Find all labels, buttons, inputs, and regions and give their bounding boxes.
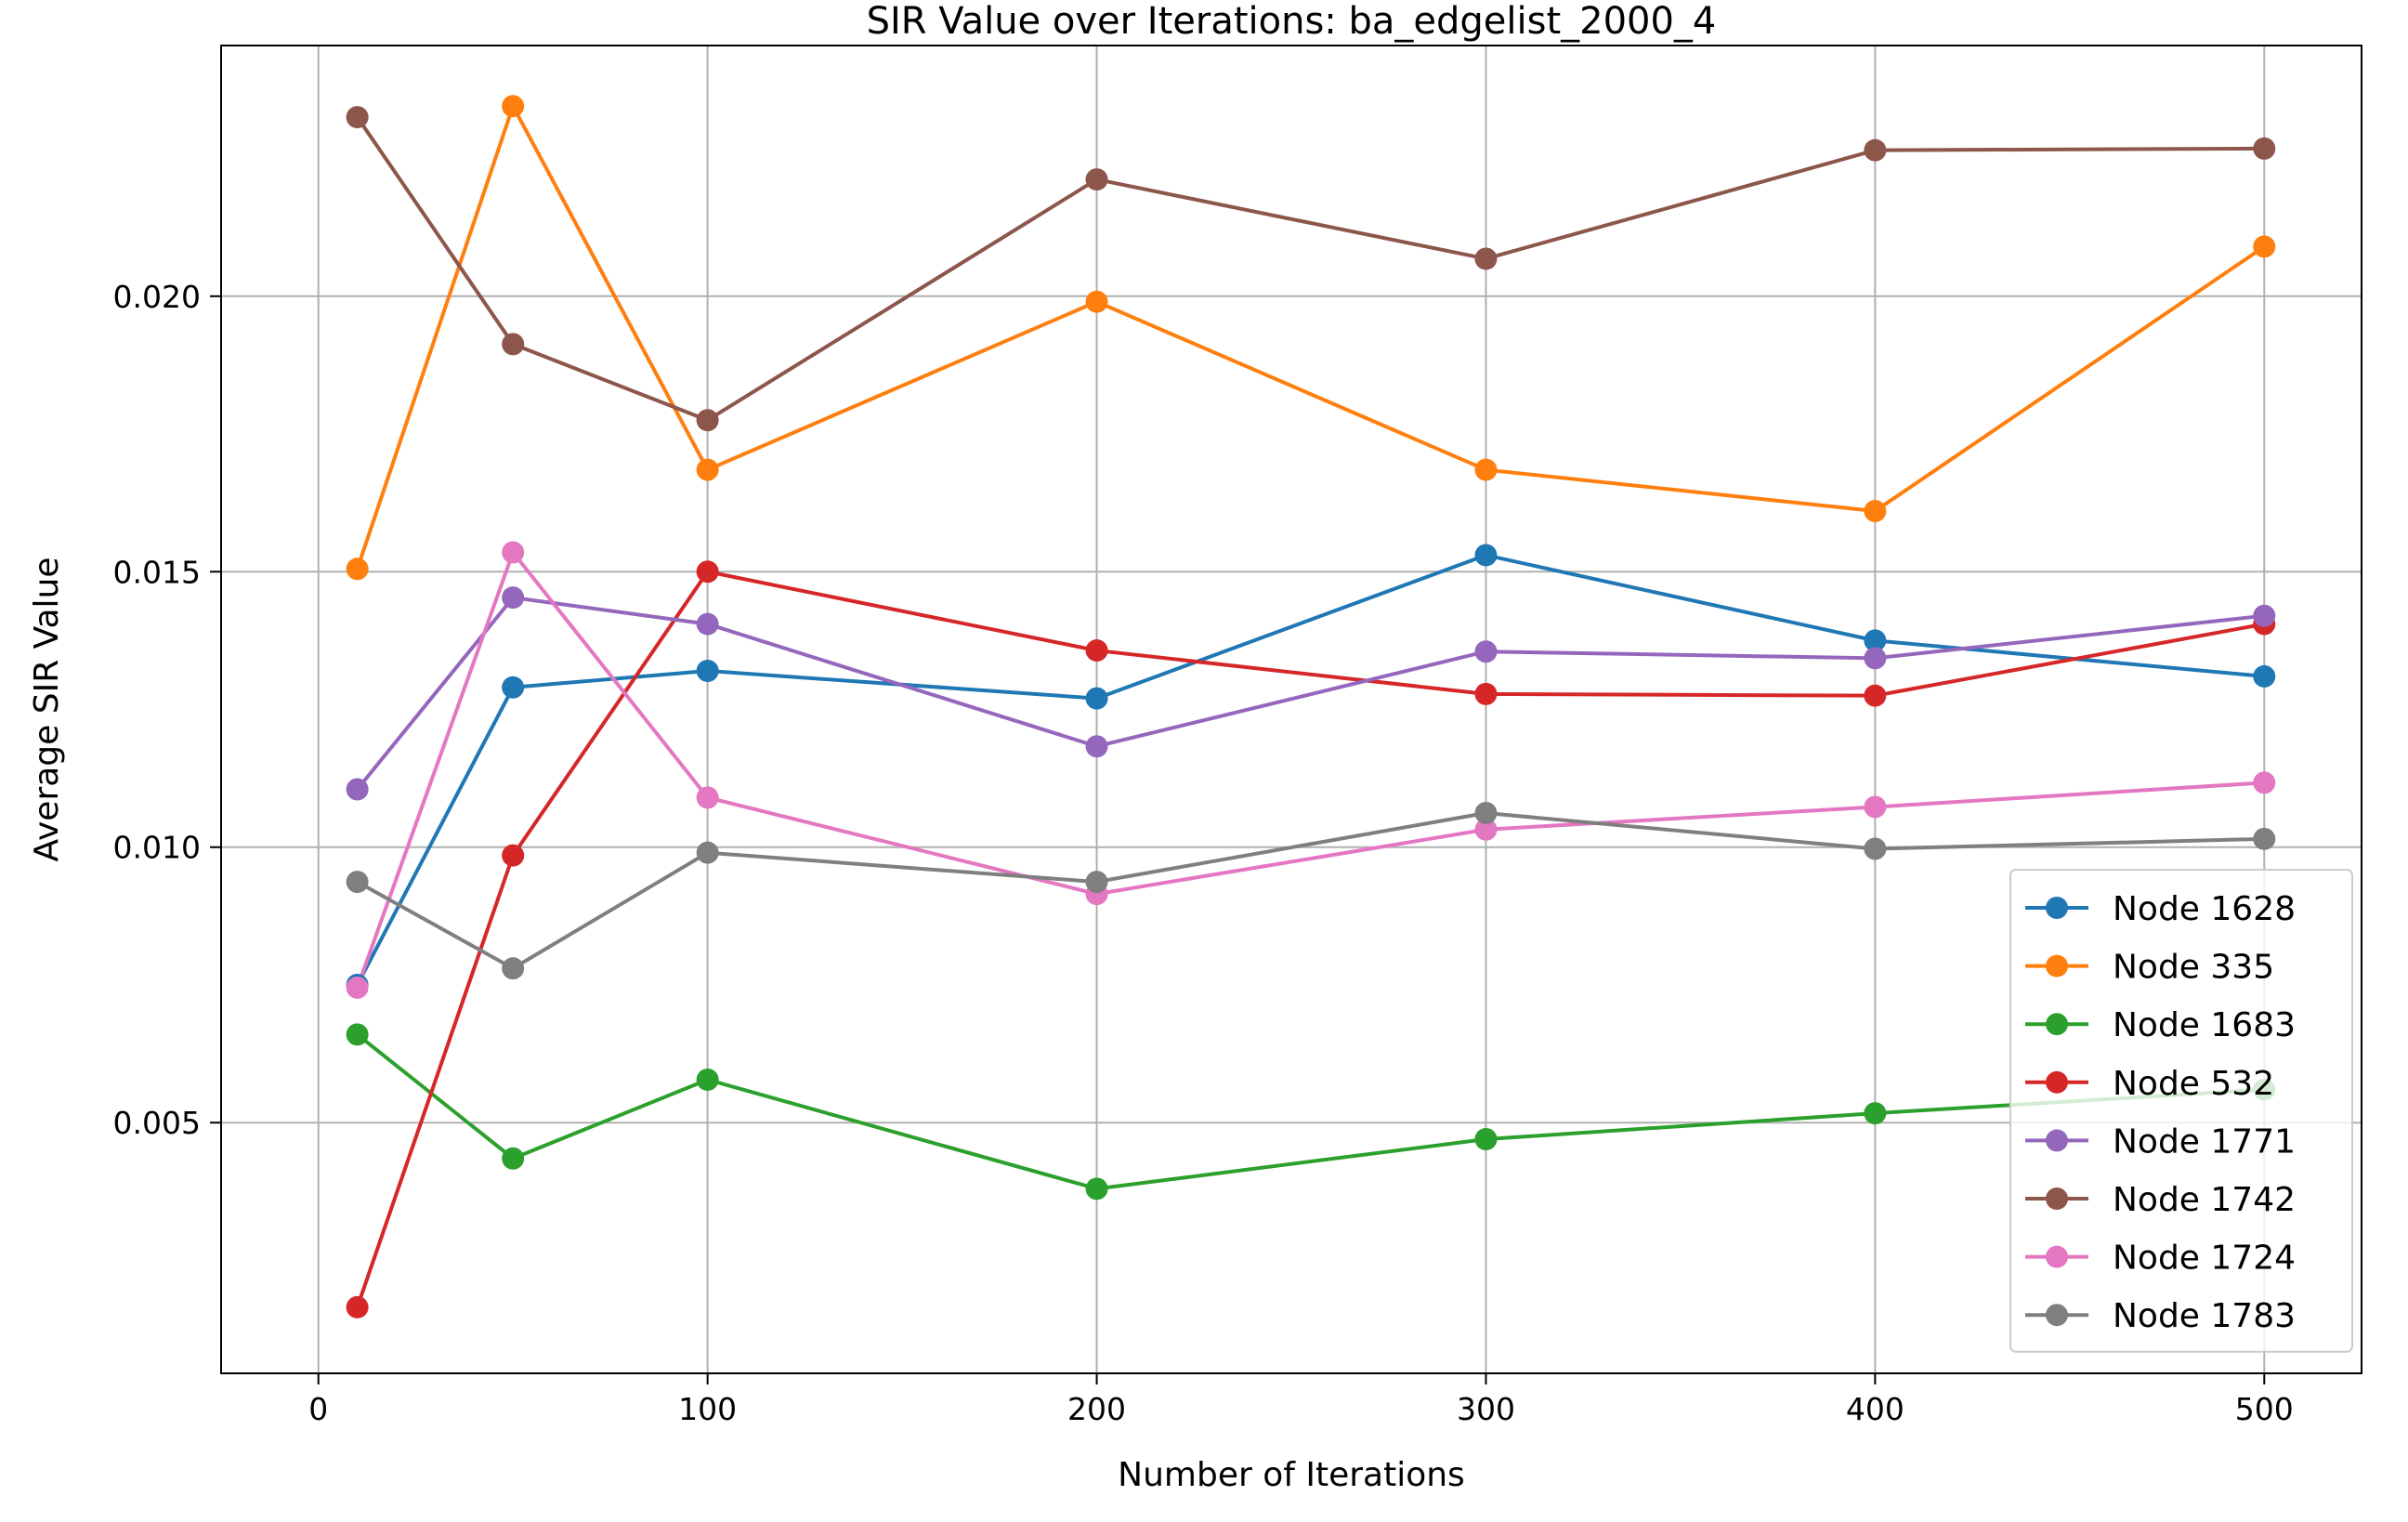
data-point: [1864, 138, 1887, 162]
data-point: [502, 1147, 525, 1170]
legend-label: Node 1783: [2113, 1297, 2296, 1335]
y-axis-label: Average SIR Value: [28, 557, 66, 861]
data-point: [696, 560, 719, 584]
data-point: [1474, 458, 1498, 481]
data-point: [1085, 639, 1108, 663]
data-point: [346, 1295, 369, 1319]
data-point: [2253, 827, 2276, 850]
data-point: [1864, 500, 1887, 523]
data-point: [1085, 871, 1108, 894]
x-axis-ticks: 0 100 200 300 400 500: [308, 1373, 2294, 1427]
legend-label: Node 335: [2113, 949, 2274, 987]
data-point: [1864, 1102, 1887, 1125]
y-axis-ticks: 0.005 0.010 0.015 0.020: [113, 279, 221, 1141]
legend-label: Node 1683: [2113, 1006, 2296, 1044]
data-point: [1864, 837, 1887, 860]
data-point: [2253, 664, 2276, 688]
data-point: [696, 612, 719, 636]
data-point: [1085, 687, 1108, 710]
data-point: [346, 778, 369, 801]
data-point: [1474, 247, 1498, 270]
data-point: [1085, 735, 1108, 758]
data-point: [346, 976, 369, 999]
legend-swatch-marker: [2046, 1245, 2068, 1268]
legend-label: Node 532: [2113, 1065, 2274, 1103]
data-point: [2253, 235, 2276, 258]
x-tick-label: 400: [1846, 1391, 1904, 1427]
x-axis-label: Number of Iterations: [1118, 1456, 1465, 1494]
data-point: [346, 871, 369, 894]
data-point: [1474, 640, 1498, 663]
data-point: [696, 841, 719, 864]
data-point: [1474, 818, 1498, 841]
legend-swatch-marker: [2046, 1304, 2068, 1327]
data-point: [2253, 771, 2276, 794]
legend-swatch-marker: [2046, 1070, 2068, 1094]
legend-swatch-marker: [2046, 1013, 2068, 1036]
data-point: [346, 558, 369, 581]
legend-box: [2009, 869, 2353, 1353]
data-point: [1864, 629, 1887, 652]
data-point: [1864, 684, 1887, 707]
series-points: [346, 95, 2276, 1319]
data-point: [502, 333, 525, 356]
x-tick-label: 300: [1457, 1391, 1515, 1427]
data-point: [696, 409, 719, 432]
data-point: [346, 106, 369, 129]
data-point: [1474, 544, 1498, 567]
data-point: [2253, 604, 2276, 627]
data-point: [1474, 682, 1498, 705]
y-tick-label: 0.015: [113, 554, 201, 590]
data-point: [2253, 137, 2276, 160]
data-point: [1474, 801, 1498, 824]
data-point: [1864, 647, 1887, 670]
legend-swatch-marker: [2046, 1129, 2068, 1152]
data-point: [502, 541, 525, 564]
plot-frame: [220, 45, 2362, 1374]
y-tick-label: 0.020: [113, 279, 201, 315]
legend-label: Node 1742: [2113, 1181, 2296, 1219]
legend-swatch-marker: [2046, 897, 2068, 919]
x-tick-label: 0: [308, 1391, 328, 1427]
legend-label: Node 1628: [2113, 890, 2296, 928]
data-point: [696, 659, 719, 682]
data-point: [346, 1023, 369, 1046]
data-point: [1864, 795, 1887, 819]
legend: Node 1628 Node 335 Node 1683 Node 532 Node 1…: [2009, 869, 2353, 1353]
y-tick-label: 0.005: [113, 1105, 201, 1141]
data-point: [502, 957, 525, 980]
data-point: [502, 844, 525, 867]
data-point: [1474, 1127, 1498, 1150]
legend-label: Node 1724: [2113, 1240, 2296, 1278]
data-point: [502, 676, 525, 699]
x-tick-label: 200: [1067, 1391, 1126, 1427]
data-point: [502, 95, 525, 118]
legend-swatch-marker: [2046, 1187, 2068, 1210]
data-point: [696, 1068, 719, 1091]
data-point: [1085, 290, 1108, 313]
legend-swatch-marker: [2046, 954, 2068, 977]
data-point: [1085, 1177, 1108, 1201]
x-tick-label: 100: [678, 1391, 737, 1427]
y-tick-label: 0.010: [113, 830, 201, 866]
chart-title: SIR Value over Iterations: ba_edgelist_2…: [867, 0, 1717, 43]
data-point: [696, 458, 719, 481]
legend-label: Node 1771: [2113, 1122, 2296, 1161]
data-point: [1085, 168, 1108, 191]
x-tick-label: 500: [2235, 1391, 2294, 1427]
data-point: [502, 586, 525, 610]
data-point: [696, 786, 719, 809]
